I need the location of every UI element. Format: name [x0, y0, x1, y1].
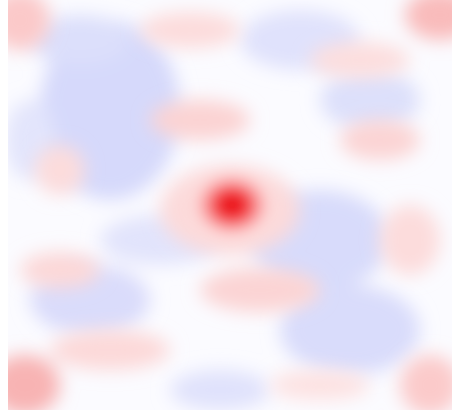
red-region — [405, 0, 452, 40]
red-region — [400, 355, 452, 410]
red-region — [8, 0, 50, 50]
red-region — [310, 42, 410, 78]
red-region — [35, 145, 85, 195]
red-region — [150, 100, 250, 140]
red-region — [340, 120, 420, 160]
red-region — [20, 252, 100, 288]
blue-region — [320, 70, 420, 130]
central-peak — [187, 167, 277, 243]
blue-region — [170, 370, 270, 410]
red-region — [380, 205, 440, 275]
red-region — [50, 330, 170, 370]
red-region — [140, 12, 240, 48]
red-region — [200, 268, 320, 312]
blue-region — [280, 285, 420, 375]
red-region — [8, 355, 60, 410]
blue-region — [30, 15, 130, 65]
red-region — [270, 370, 370, 400]
peak — [187, 167, 277, 243]
